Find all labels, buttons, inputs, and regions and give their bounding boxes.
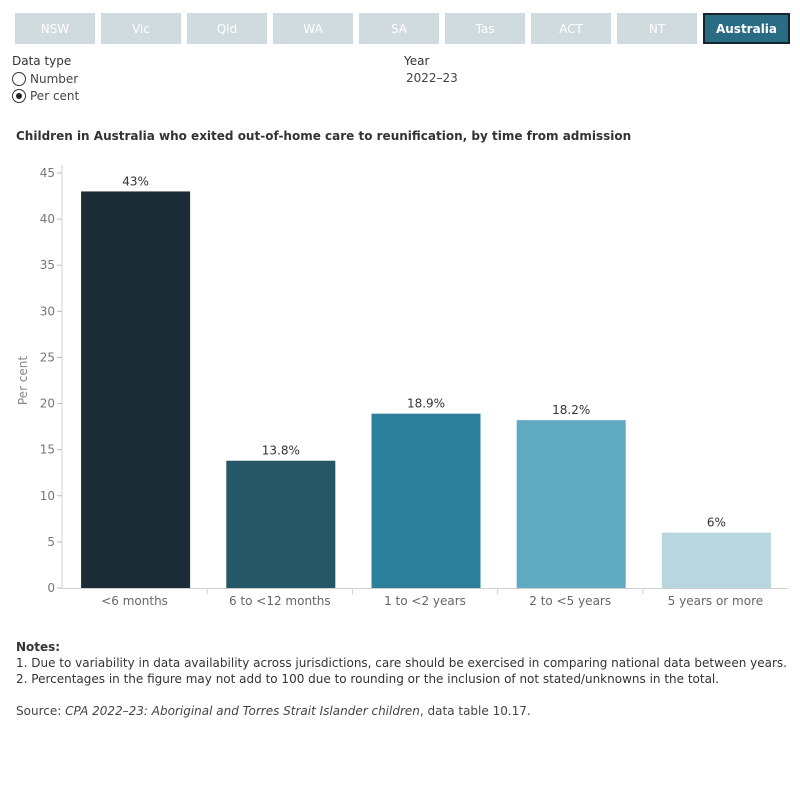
bar [226, 460, 336, 588]
radio-per-cent-label: Per cent [30, 89, 80, 103]
radio-number-circle-icon[interactable] [12, 72, 26, 86]
y-tick-label: 15 [40, 443, 55, 457]
source-prefix: Source: [16, 704, 66, 718]
tab-australia[interactable]: Australia [703, 13, 790, 44]
data-label: 6% [707, 516, 726, 530]
radio-per-cent-circle-icon[interactable] [12, 89, 26, 103]
x-tick-label: 6 to <12 months [229, 594, 331, 608]
year-value[interactable]: 2022–23 [406, 71, 458, 85]
tab-act[interactable]: ACT [531, 13, 611, 44]
chart-title: Children in Australia who exited out-of-… [16, 129, 632, 143]
y-tick-label: 10 [40, 489, 55, 503]
radio-number-label: Number [30, 72, 79, 86]
notes-title: Notes: [16, 640, 61, 654]
data-label: 13.8% [262, 444, 300, 458]
radio-number[interactable]: Number [12, 71, 78, 87]
note-2: 2. Percentages in the figure may not add… [16, 672, 720, 686]
y-tick-label: 0 [47, 581, 55, 595]
y-tick-label: 40 [40, 212, 55, 226]
data-label: 18.9% [407, 397, 445, 411]
y-tick-label: 20 [40, 397, 55, 411]
tab-wa[interactable]: WA [273, 13, 353, 44]
x-tick-label: 1 to <2 years [384, 594, 466, 608]
note-1: 1. Due to variability in data availabili… [16, 656, 787, 670]
jurisdiction-tabs: NSW Vic Qld WA SA Tas ACT NT Australia [15, 13, 790, 44]
tab-nt[interactable]: NT [617, 13, 697, 44]
source-suffix: , data table 10.17. [419, 704, 531, 718]
y-tick-label: 35 [40, 258, 55, 272]
notes: Notes: 1. Due to variability in data ava… [16, 639, 787, 687]
radio-per-cent[interactable]: Per cent [12, 88, 79, 104]
tab-nsw[interactable]: NSW [15, 13, 95, 44]
data-label: 43% [122, 174, 149, 188]
bar [371, 413, 481, 588]
year-label: Year [404, 54, 430, 68]
y-tick-label: 45 [40, 166, 55, 180]
data-type-label: Data type [12, 54, 72, 68]
y-tick-label: 25 [40, 350, 55, 364]
x-tick-label: <6 months [101, 594, 168, 608]
bar-chart: 0 5 10 15 20 25 30 35 40 45 Per cent 43% <6 months 13… [16, 165, 788, 608]
x-tick-label: 2 to <5 years [529, 594, 611, 608]
tab-sa[interactable]: SA [359, 13, 439, 44]
source-title[interactable]: CPA 2022–23: Aboriginal and Torres Strai… [65, 704, 420, 718]
tab-qld[interactable]: Qld [187, 13, 267, 44]
y-tick-label: 5 [47, 535, 55, 549]
y-tick-label: 30 [40, 304, 55, 318]
bar [516, 420, 626, 588]
tab-tas[interactable]: Tas [445, 13, 525, 44]
x-tick-label: 5 years or more [668, 594, 763, 608]
tab-vic[interactable]: Vic [101, 13, 181, 44]
source: Source: CPA 2022–23: Aboriginal and Torr… [16, 704, 531, 718]
bar [661, 532, 771, 588]
y-axis-title: Per cent [16, 356, 30, 406]
bar [81, 191, 191, 588]
data-label: 18.2% [552, 403, 590, 417]
